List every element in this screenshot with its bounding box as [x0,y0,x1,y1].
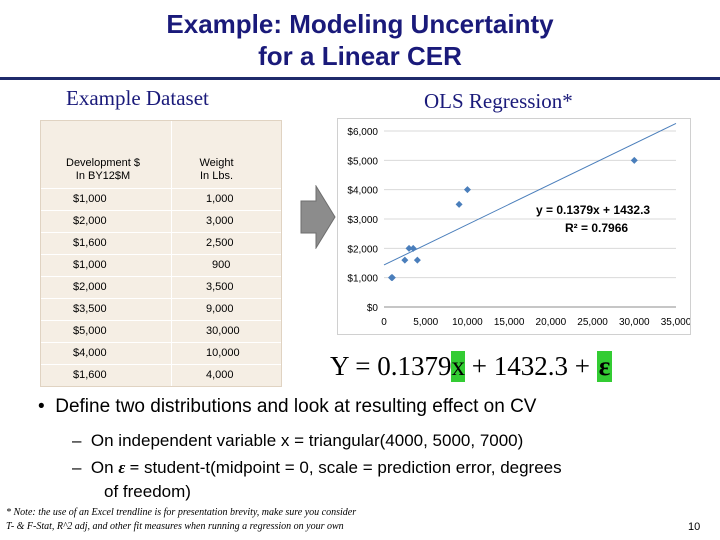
table-cell-cost: $1,600 [73,369,107,381]
table-cell-weight: 9,000 [206,303,234,315]
footnote-line-1: * Note: the use of an Excel trendline is… [6,507,357,518]
table-row-divider [41,320,281,321]
ols-label: OLS Regression* [424,89,573,113]
table-header-cell: Development $ [66,157,140,169]
page-number: 10 [688,521,701,533]
equation-epsilon: ε [596,351,613,382]
table-row-divider [41,210,281,211]
y-tick-label: $5,000 [347,156,378,167]
table-cell-cost: $1,600 [73,237,107,249]
table-column-divider [171,121,172,386]
data-point [409,244,417,252]
y-tick-label: $4,000 [347,186,378,197]
regression-equation: Y = 0.1379x + 1432.3 + ε [330,351,613,382]
y-tick-label: $1,000 [347,274,378,285]
table-header-cell: In Lbs. [199,170,234,182]
x-tick-label: 20,000 [536,317,567,328]
table-cell-cost: $1,000 [73,193,107,205]
table-row-divider [41,232,281,233]
sub-bullet-2: – On ε = student-t(midpoint = 0, scale =… [72,458,562,478]
table-row-divider [41,298,281,299]
data-point [413,256,421,264]
table-cell-cost: $1,000 [73,259,107,271]
x-tick-label: 5,000 [413,317,438,328]
table-cell-cost: $5,000 [73,325,107,337]
y-tick-label: $0 [367,303,379,314]
table-cell-cost: $2,000 [73,281,107,293]
table-row-divider [41,364,281,365]
table-header-cell: In BY12$M [75,170,131,182]
data-point [401,256,409,264]
data-point [630,156,638,164]
data-point [405,244,413,252]
sub-bullet-1: – On independent variable x = triangular… [72,431,523,451]
table-cell-cost: $4,000 [73,347,107,359]
x-tick-label: 35,000 [661,317,691,328]
sub-bullet-2-epsilon: ε = [118,458,140,477]
table-row-divider [41,276,281,277]
equation-prefix: Y = 0.1379 [330,351,452,381]
table-cell-weight: 1,000 [206,193,234,205]
table-cell-weight: 900 [212,259,231,271]
title-line-1: Example: Modeling Uncertainty [166,9,554,39]
table-cell-weight: 10,000 [206,347,240,359]
main-bullet: • Define two distributions and look at r… [38,396,536,418]
sub-bullet-1-text: On independent variable x = triangular(4… [90,431,524,450]
table-row-divider [41,342,281,343]
sub-bullet-2-prefix: On [90,458,119,477]
title-line-2: for a Linear CER [258,41,462,71]
trendline [383,122,677,266]
r-squared-label: R² = 0.7966 [565,221,628,235]
table-cell-cost: $2,000 [73,215,107,227]
x-tick-label: 0 [381,317,387,328]
table-cell-weight: 3,500 [206,281,234,293]
sub-bullet-2-text: student-t(midpoint = 0, scale = predicti… [139,458,562,477]
table-cell-cost: $3,500 [73,303,107,315]
table-cell-weight: 4,000 [206,369,234,381]
equation-x: x [451,351,465,382]
trendline-equation-label: y = 0.1379x + 1432.3 [536,203,650,217]
table-row-divider [41,254,281,255]
equation-middle: + 1432.3 + [464,351,597,381]
bullet-dot-icon: • [38,396,56,417]
y-tick-label: $6,000 [347,127,378,138]
sub-bullet-2-continuation: of freedom) [104,482,191,501]
x-tick-label: 10,000 [452,317,483,328]
footnote-line-2: T- & F-Stat, R^2 adj, and other fit meas… [6,521,344,532]
right-arrow-icon [300,185,336,249]
dataset-table: Development $ In BY12$M Weight In Lbs. $1,00… [40,120,282,387]
table-cell-weight: 3,000 [206,215,234,227]
x-tick-label: 25,000 [577,317,608,328]
y-tick-label: $2,000 [347,244,378,255]
dash-icon: – [72,458,91,477]
data-point [463,186,471,194]
ols-scatter-chart: $0 $1,000 $2,000 $3,000 $4,000 $5,000 $6,000 0 5… [337,118,691,335]
table-header-cell: Weight [199,157,234,169]
dash-icon: – [72,431,91,450]
data-point [455,200,463,208]
table-row-divider [41,188,281,189]
dataset-label: Example Dataset [66,86,209,110]
x-tick-label: 30,000 [619,317,650,328]
data-point [388,274,396,282]
y-tick-label: $3,000 [347,215,378,226]
x-tick-label: 15,000 [494,317,525,328]
table-cell-weight: 30,000 [206,325,240,337]
slide-title: Example: Modeling Uncertainty for a Line… [0,8,720,72]
table-cell-weight: 2,500 [206,237,234,249]
title-divider [0,77,720,80]
main-bullet-text: Define two distributions and look at res… [55,396,537,417]
